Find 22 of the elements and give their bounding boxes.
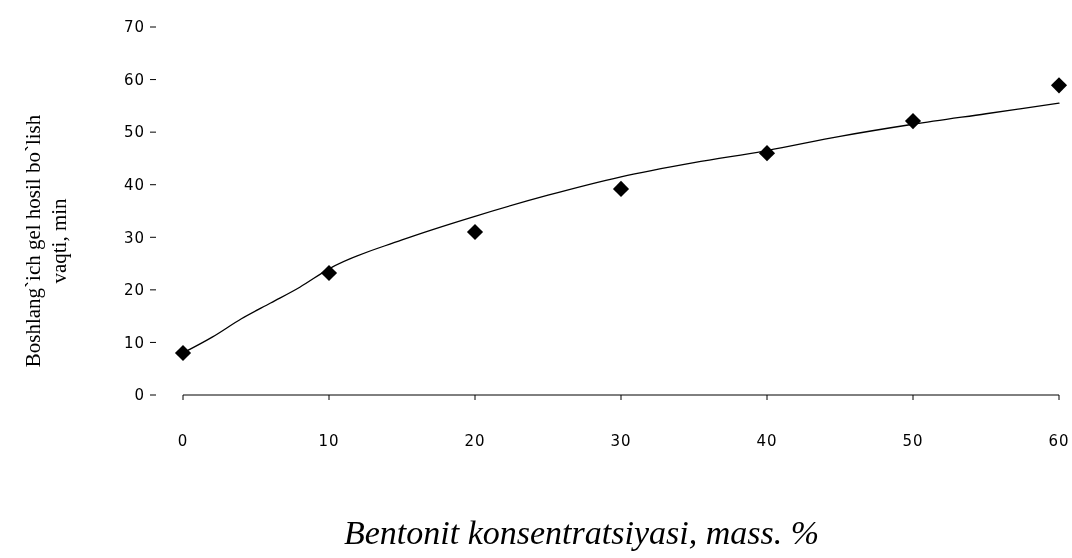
x-tick-label: 10 — [318, 432, 340, 450]
x-tick-label: 0 — [177, 432, 189, 450]
x-tick-label: 50 — [902, 432, 924, 450]
point — [466, 223, 484, 241]
x-tick-label: 60 — [1048, 432, 1070, 450]
x-tick-label: 30 — [610, 432, 632, 450]
x-tick-label: 20 — [464, 432, 486, 450]
x-axis-title: Bentonit konsentratsiyasi, mass. % — [343, 514, 820, 551]
y-tick-label: 70 — [123, 18, 145, 37]
point — [320, 264, 338, 282]
point — [612, 180, 630, 197]
point — [174, 344, 192, 362]
point — [1050, 77, 1068, 94]
y-tick-label: 20 — [123, 281, 145, 300]
y-tick-label: 50 — [123, 123, 145, 142]
y-axis-title: Boshlang`ich gel hosil bo`lish vaqti, min — [21, 114, 71, 368]
x-tick-label: 40 — [756, 432, 778, 450]
y-tick-label: 60 — [123, 70, 145, 89]
y-tick-label: 30 — [123, 228, 145, 247]
y-tick-label: 40 — [123, 175, 145, 194]
y-tick-label: 0 — [134, 386, 145, 405]
y-tick-label: 10 — [123, 333, 145, 352]
